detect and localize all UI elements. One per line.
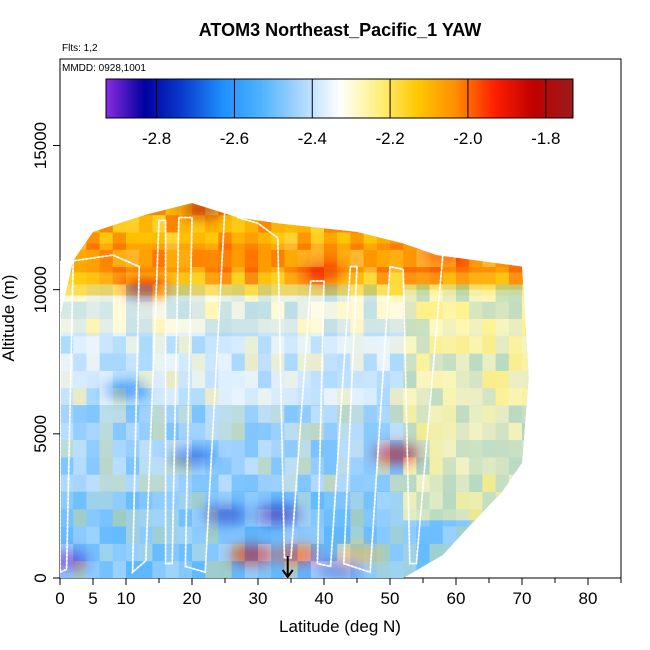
y-tick-label: 15000 [31,122,50,169]
y-axis-label: Altitude (m) [0,275,18,362]
x-axis-label: Latitude (deg N) [279,617,401,636]
x-tick-label: 80 [579,589,598,608]
x-tick-label: 0 [55,589,64,608]
x-tick-label: 20 [183,589,202,608]
colorbar-tick-label: -2.6 [220,129,249,148]
colorbar: -2.8 -2.6 -2.4 -2.2 -2.0 -1.8 [105,78,574,148]
colorbar-tick-label: -2.0 [453,129,482,148]
colorbar-tick-label: -2.8 [142,129,171,148]
chart-title: ATOM3 Northeast_Pacific_1 YAW [199,20,481,40]
x-tick-label: 40 [315,589,334,608]
x-tick-label: 50 [381,589,400,608]
x-tick-label: 70 [513,589,532,608]
anomaly-cell [335,545,379,564]
dates-annotation: MMDD: 0928,1001 [62,63,146,74]
anomaly-cell [203,505,247,524]
anomaly-cell [170,447,214,466]
y-tick-label: 0 [31,573,50,582]
anomaly-cell [229,545,274,564]
x-axis: 0 5 10 20 30 40 50 60 70 80 [55,578,622,608]
x-tick-label: 10 [117,589,136,608]
x-tick-label: 30 [249,589,268,608]
colorbar-tick-label: -2.2 [375,129,404,148]
colorbar-tick-label: -1.8 [531,129,560,148]
y-tick-label: 10000 [31,266,50,313]
location-marker-arrow [281,556,294,579]
y-axis: 0 5000 10000 15000 [31,122,60,583]
x-tick-label: 5 [88,589,97,608]
anomaly-cell [302,263,346,282]
anomaly-cell [255,505,300,524]
colorbar-tick-label: -2.4 [298,129,327,148]
flights-annotation: Flts: 1,2 [62,43,98,54]
anomaly-cell [275,545,320,564]
colorbar-gradient [105,78,574,119]
x-tick-label: 60 [447,589,466,608]
marker-head [281,569,294,579]
y-tick-label: 5000 [31,415,50,453]
